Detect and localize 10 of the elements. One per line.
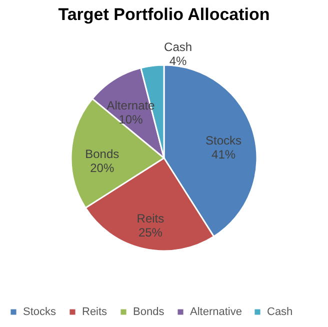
legend-label: Stocks bbox=[23, 306, 57, 318]
data-label: Cash 4% bbox=[164, 40, 192, 68]
legend-label: Alternative bbox=[190, 306, 242, 318]
data-label: Stocks 41% bbox=[206, 134, 242, 162]
legend-label: Reits bbox=[82, 306, 108, 318]
legend-label: Bonds bbox=[133, 306, 165, 318]
legend-label: Cash bbox=[267, 306, 293, 318]
chart-title: Target Portfolio Allocation bbox=[58, 5, 270, 24]
data-label: Reits 25% bbox=[136, 212, 164, 240]
data-label: Bonds 20% bbox=[85, 147, 120, 176]
